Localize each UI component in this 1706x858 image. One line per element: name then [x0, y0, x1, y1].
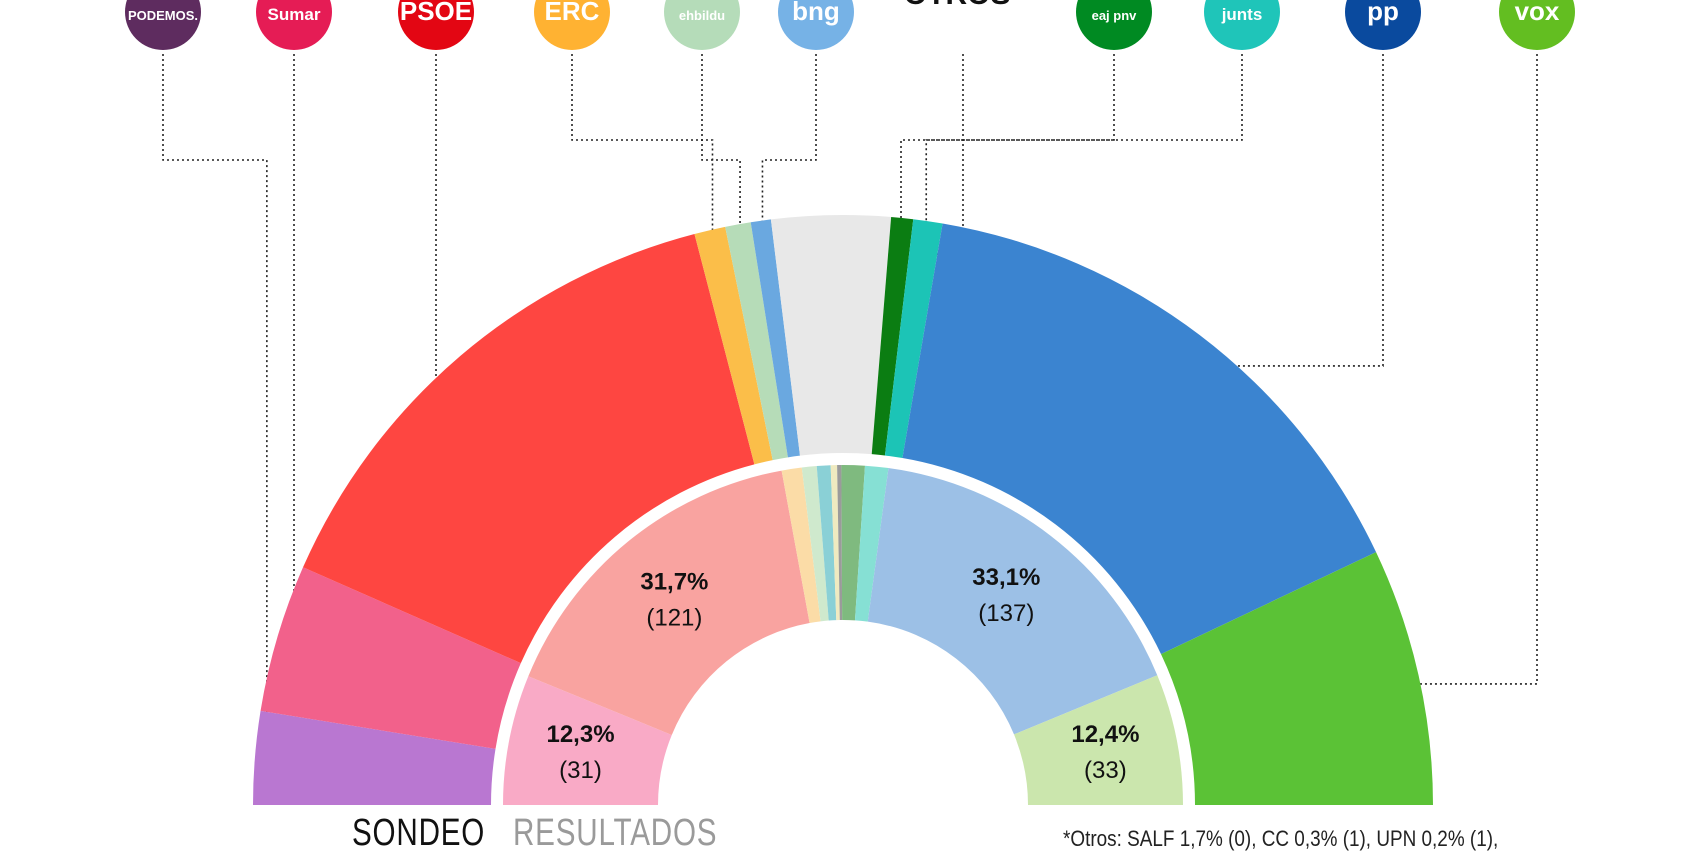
logo-vox: vox	[1499, 0, 1575, 50]
connector-junts	[925, 54, 1243, 234]
connector-vox	[1380, 54, 1538, 685]
logo-erc: ERC	[534, 0, 610, 50]
slice-sondeo-podemos	[253, 710, 496, 805]
logo-junts-badge	[1204, 0, 1280, 50]
logo-pnv-text: eaj pnv	[1092, 8, 1138, 23]
slice-resultados-pnv	[841, 465, 865, 621]
slice-resultados-ehbildu	[801, 466, 829, 622]
logo-bng: bng	[778, 0, 854, 50]
slice-sondeo-otros	[770, 214, 892, 456]
logo-otros-text: OTROS*	[904, 0, 1023, 11]
logo-bng-text: bng	[792, 0, 840, 26]
label-seats-podemos: (31)	[559, 757, 602, 784]
legend-resultados: RESULTADOS	[513, 812, 718, 854]
logo-pnv-badge	[1076, 0, 1152, 50]
logo-sumar-text: Sumar	[268, 5, 321, 24]
logo-junts: junts	[1204, 0, 1280, 50]
logo-pp-badge	[1345, 0, 1421, 50]
slice-sondeo-erc	[694, 226, 773, 465]
logo-otros: OTROS*	[904, 0, 1023, 11]
logo-erc-text: ERC	[545, 0, 600, 26]
slice-sondeo-junts	[884, 219, 943, 459]
slice-resultados-podemos	[503, 676, 672, 805]
logo-ehbildu-text: ehbildu	[679, 8, 725, 23]
logo-pnv: eaj pnv	[1076, 0, 1152, 50]
connector-erc	[571, 54, 714, 242]
slice-sondeo-bng	[750, 219, 800, 458]
logo-pp: pp	[1345, 0, 1421, 50]
logo-psoe: PSOE	[398, 0, 474, 50]
slice-sondeo-pp	[902, 223, 1377, 655]
connector-ehbildu	[701, 54, 741, 237]
label-pct-vox: 12,4%	[1071, 721, 1139, 748]
slice-resultados-otros	[830, 465, 840, 621]
slice-resultados-otros2	[837, 465, 843, 621]
logo-psoe-badge	[398, 0, 474, 50]
label-seats-psoe: (121)	[646, 604, 702, 631]
logo-erc-badge	[534, 0, 610, 50]
slice-sondeo-ehbildu	[725, 222, 788, 461]
legend-sondeo: SONDEO	[352, 812, 486, 854]
logo-vox-text: vox	[1515, 0, 1560, 26]
resultados-labels: 12,3% (31) 31,7% (121) 33,1% (137) 12,4% (33)	[546, 564, 1139, 784]
label-pct-psoe: 31,7%	[640, 568, 708, 595]
label-pct-pp: 33,1%	[972, 564, 1040, 591]
slice-resultados-vox	[1014, 675, 1183, 805]
slice-resultados-pp	[867, 468, 1158, 735]
slice-resultados-erc	[781, 467, 821, 624]
footnote: *Otros: SALF 1,7% (0), CC 0,3% (1), UPN …	[1063, 826, 1499, 851]
label-seats-pp: (137)	[978, 600, 1034, 627]
slice-sondeo-vox	[1161, 552, 1433, 805]
label-pct-podemos: 12,3%	[546, 721, 614, 748]
slice-sondeo-pnv	[871, 216, 914, 456]
logo-ehbildu-badge	[664, 0, 740, 50]
party-logos: PODEMOS. Sumar PSOE ERC ehbildu bng OTROS* eaj …	[125, 0, 1575, 50]
slice-resultados-psoe	[528, 470, 810, 735]
logo-podemos-text: PODEMOS.	[128, 8, 198, 23]
logo-psoe-text: PSOE	[400, 0, 472, 26]
logo-vox-badge	[1499, 0, 1575, 50]
slice-sondeo-psoe	[303, 233, 755, 664]
slice-resultados-bng	[816, 465, 837, 621]
connector-pp	[1175, 54, 1384, 367]
connector-psoe	[435, 54, 486, 387]
connector-podemos	[162, 54, 268, 759]
connector-pnv	[900, 54, 1115, 230]
logo-sumar-badge	[256, 0, 332, 50]
resultados-ring	[503, 465, 1183, 805]
label-seats-vox: (33)	[1084, 757, 1127, 784]
logo-junts-text: junts	[1221, 5, 1263, 24]
logo-podemos: PODEMOS.	[125, 0, 201, 50]
logo-pp-text: pp	[1367, 0, 1399, 26]
slice-resultados-junts	[854, 465, 889, 622]
logo-bng-badge	[778, 0, 854, 50]
sondeo-ring	[253, 214, 1433, 805]
logo-podemos-badge	[125, 0, 201, 50]
connector-bng	[761, 54, 817, 233]
logo-sumar: Sumar	[256, 0, 332, 50]
logo-ehbildu: ehbildu	[664, 0, 740, 50]
slice-sondeo-sumar	[260, 567, 521, 749]
